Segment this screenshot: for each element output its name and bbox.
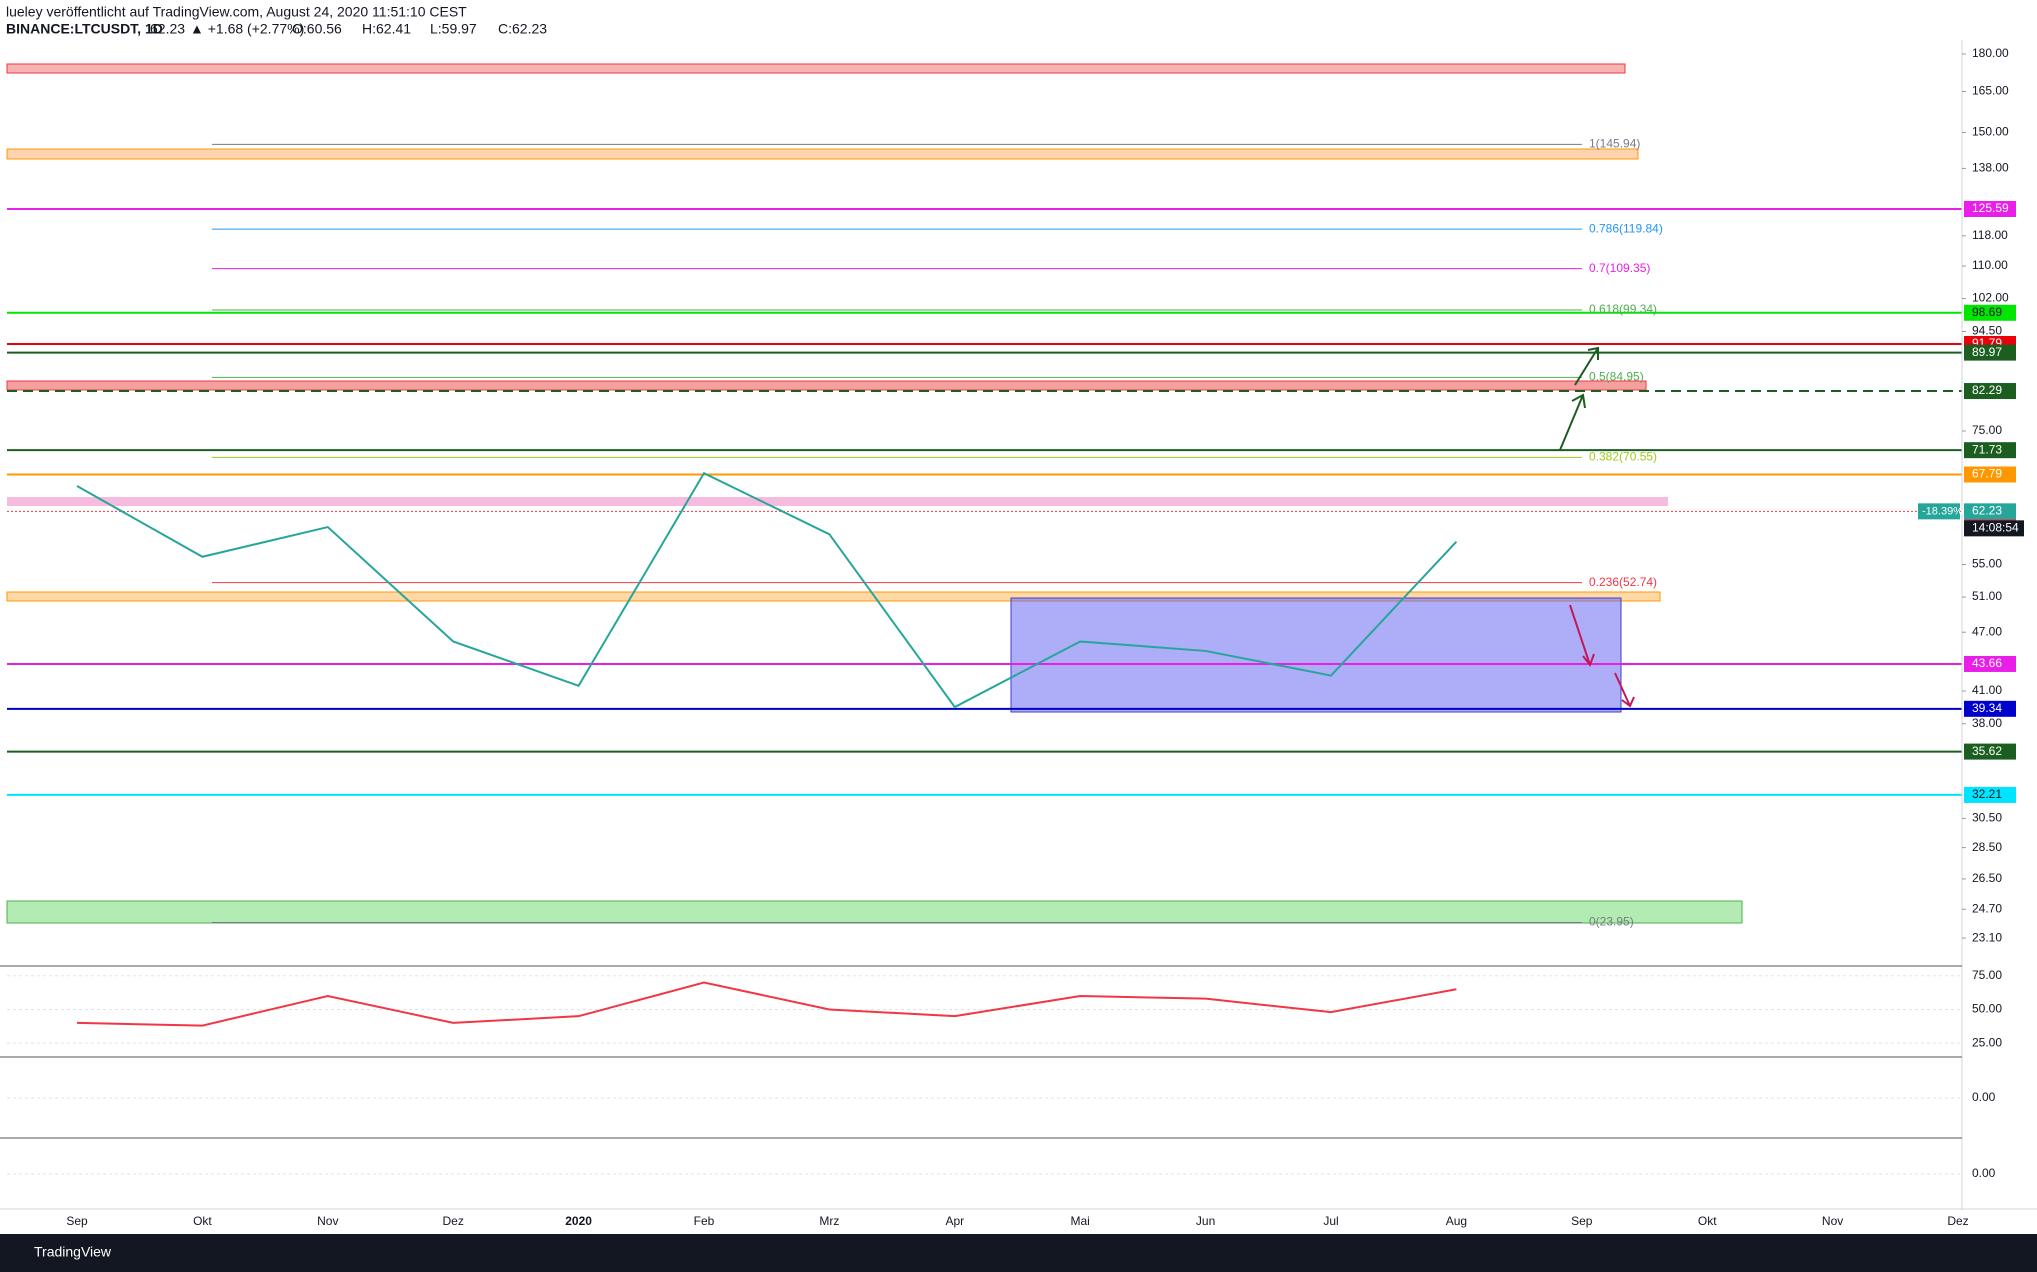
x-tick-label: Okt bbox=[193, 1214, 212, 1228]
y-tick-label: 51.00 bbox=[1972, 589, 2002, 603]
plot bbox=[7, 143, 1962, 1175]
volume-zone bbox=[6, 900, 1743, 924]
fib-label: 0.7(109.35) bbox=[1589, 261, 1650, 275]
fib-label: 0.236(52.74) bbox=[1589, 575, 1657, 589]
x-tick-label: Mai bbox=[1071, 1214, 1090, 1228]
resistance-zone bbox=[7, 497, 1668, 506]
price-badge bbox=[1964, 304, 2016, 321]
change-label: -18.39% bbox=[1922, 505, 1963, 517]
price-badge bbox=[1964, 786, 2016, 803]
price-badge bbox=[1964, 344, 2016, 361]
x-tick-label: Sep bbox=[1571, 1214, 1593, 1228]
price-badge-label: 89.97 bbox=[1972, 345, 2002, 359]
y-tick-label: 23.10 bbox=[1972, 930, 2002, 944]
y-tick-label: 138.00 bbox=[1972, 161, 2009, 175]
x-tick-label: Okt bbox=[1698, 1214, 1717, 1228]
countdown-badge bbox=[1964, 520, 2024, 537]
y-tick-label: 102.00 bbox=[1972, 291, 2009, 305]
x-tick-label: Nov bbox=[317, 1214, 338, 1228]
price-badge bbox=[1964, 743, 2016, 760]
range-box bbox=[1010, 597, 1622, 713]
x-tick-label: Feb bbox=[694, 1214, 715, 1228]
x-tick-label: Jun bbox=[1196, 1214, 1215, 1228]
y-tick-label: 0.00 bbox=[1972, 1166, 1996, 1180]
fib-label: 1(145.94) bbox=[1589, 136, 1640, 150]
y-tick-label: 118.00 bbox=[1972, 228, 2008, 242]
fib-label: 0.618(99.34) bbox=[1589, 302, 1657, 316]
price-badge-label: 43.66 bbox=[1972, 656, 2002, 670]
y-tick-label: 25.00 bbox=[1972, 1035, 2002, 1049]
x-tick-label: 2020 bbox=[565, 1214, 592, 1228]
price-badge bbox=[1964, 503, 2016, 520]
price-badge-label: 125.59 bbox=[1972, 201, 2009, 215]
x-tick-label: Nov bbox=[1822, 1214, 1843, 1228]
support-zone bbox=[6, 591, 1661, 602]
price-badge bbox=[1964, 466, 2016, 483]
price-badge bbox=[1964, 383, 2016, 400]
price-badge-label: 98.69 bbox=[1972, 305, 2002, 319]
fib-label: 0(23.95) bbox=[1589, 915, 1634, 929]
price-badge-label: 82.29 bbox=[1972, 383, 2002, 397]
open: O:60.56 bbox=[292, 21, 342, 37]
y-tick-label: 75.00 bbox=[1972, 423, 2002, 437]
arrow bbox=[1559, 346, 1599, 451]
price-badge-label: 32.21 bbox=[1972, 787, 2002, 801]
price-badge bbox=[1964, 200, 2016, 217]
y-tick-label: 28.50 bbox=[1972, 840, 2002, 854]
last-price: 62.23 bbox=[150, 21, 185, 37]
close: C:62.23 bbox=[498, 21, 547, 37]
price-badge-label: 67.79 bbox=[1972, 467, 2002, 481]
x-tick-label: Dez bbox=[1947, 1214, 1968, 1228]
y-tick-label: 0.00 bbox=[1972, 1090, 1996, 1104]
fib-label: 0.5(84.95) bbox=[1589, 370, 1644, 384]
y-tick-label: 26.50 bbox=[1972, 871, 2002, 885]
low: L:59.97 bbox=[430, 21, 477, 37]
rsi-line bbox=[76, 981, 1457, 1027]
fib-label: 0.786(119.84) bbox=[1589, 221, 1663, 235]
countdown: 14:08:54 bbox=[1972, 521, 2019, 535]
x-tick-label: Dez bbox=[443, 1214, 464, 1228]
change-badge bbox=[1918, 503, 1960, 520]
arrow bbox=[1569, 604, 1635, 708]
price-badge-label: 39.34 bbox=[1972, 701, 2002, 715]
y-tick-label: 180.00 bbox=[1972, 46, 2009, 60]
y-tick-label: 55.00 bbox=[1972, 557, 2002, 571]
y-tick-label: 47.00 bbox=[1972, 624, 2002, 638]
y-tick-label: 24.70 bbox=[1972, 901, 2002, 915]
y-tick-label: 41.00 bbox=[1972, 683, 2002, 697]
price-badge-label: 71.73 bbox=[1972, 442, 2002, 456]
high: H:62.41 bbox=[362, 21, 411, 37]
price-badge bbox=[1964, 655, 2016, 672]
price-badge-label: 35.62 bbox=[1972, 744, 2002, 758]
resistance-zone bbox=[6, 380, 1647, 391]
price-line bbox=[76, 471, 1458, 709]
y-tick-label: 94.50 bbox=[1972, 324, 2002, 338]
fib-label: 0.382(70.55) bbox=[1589, 449, 1657, 463]
y-tick-label: 38.00 bbox=[1972, 716, 2002, 730]
y-tick-label: 150.00 bbox=[1972, 125, 2009, 139]
byline: lueley veröffentlicht auf TradingView.co… bbox=[6, 4, 467, 20]
y-tick-label: 30.50 bbox=[1972, 811, 2002, 825]
brand: TradingView bbox=[34, 1244, 112, 1260]
price-badge bbox=[1964, 442, 2016, 459]
y-tick-label: 110.00 bbox=[1972, 258, 2008, 272]
resistance-zone bbox=[6, 148, 1639, 160]
x-tick-label: Apr bbox=[945, 1214, 964, 1228]
price-badge-label: 62.23 bbox=[1972, 504, 2002, 518]
x-tick-label: Sep bbox=[66, 1214, 88, 1228]
symbol: BINANCE:LTCUSDT, 1D bbox=[6, 21, 163, 37]
y-tick-label: 75.00 bbox=[1972, 968, 2002, 982]
price-badge bbox=[1964, 700, 2016, 717]
x-tick-label: Jul bbox=[1323, 1214, 1338, 1228]
resistance-zone bbox=[6, 63, 1626, 74]
y-tick-label: 50.00 bbox=[1972, 1002, 2002, 1016]
change: ▲ +1.68 (+2.77%) bbox=[190, 21, 304, 37]
x-tick-label: Aug bbox=[1446, 1214, 1467, 1228]
y-tick-label: 165.00 bbox=[1972, 84, 2009, 98]
x-tick-label: Mrz bbox=[819, 1214, 839, 1228]
footer-bar bbox=[0, 1234, 2037, 1272]
